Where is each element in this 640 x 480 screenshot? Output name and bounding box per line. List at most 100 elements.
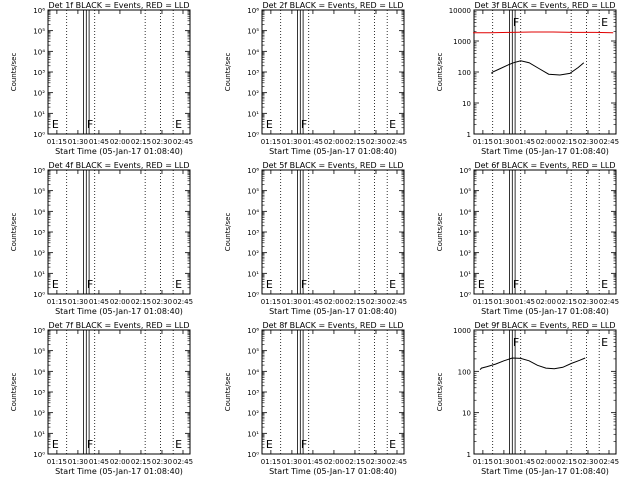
events-series-line	[479, 357, 586, 370]
y-tick-label: 10²	[247, 410, 259, 418]
x-tick-label: 01:45	[303, 458, 323, 466]
y-axis-label: Counts/sec	[224, 373, 232, 412]
x-axis-label: Start Time (05-Jan-17 01:08:40)	[269, 467, 397, 476]
x-tick-label: 01:45	[89, 138, 109, 146]
y-tick-label: 10⁰	[247, 291, 259, 299]
y-tick-label: 10³	[33, 229, 45, 237]
x-tick-label: 02:45	[387, 138, 407, 146]
event-marker-label: E	[601, 278, 608, 291]
x-tick-label: 02:00	[110, 298, 130, 306]
x-tick-label: 02:15	[131, 138, 151, 146]
y-tick-label: 10¹	[33, 270, 45, 278]
y-tick-label: 10⁶	[247, 167, 259, 175]
y-tick-label: 10¹	[33, 110, 45, 118]
y-tick-label: 10⁵	[33, 348, 45, 356]
y-tick-label: 10³	[247, 69, 259, 77]
x-tick-label: 01:45	[303, 298, 323, 306]
event-marker-label: E	[175, 438, 182, 451]
x-tick-label: 02:00	[110, 138, 130, 146]
event-marker-label: E	[266, 118, 273, 131]
y-axis-label: Counts/sec	[224, 53, 232, 92]
panel-title: Det 2f BLACK = Events, RED = LLD	[262, 1, 403, 10]
x-tick-label: 02:00	[110, 458, 130, 466]
x-tick-label: 02:30	[366, 138, 386, 146]
y-tick-label: 10⁶	[33, 327, 45, 335]
x-tick-label: 01:15	[473, 298, 493, 306]
y-tick-label: 100	[458, 69, 471, 77]
y-tick-label: 10⁵	[33, 28, 45, 36]
x-tick-label: 02:15	[131, 458, 151, 466]
y-tick-label: 10³	[247, 389, 259, 397]
event-marker-label: E	[266, 278, 273, 291]
detector-panel: Det 9f BLACK = Events, RED = LLD Counts/s…	[436, 321, 619, 476]
panel-title: Det 3f BLACK = Events, RED = LLD	[474, 1, 615, 10]
event-marker-label: F	[513, 336, 519, 349]
x-tick-label: 01:15	[473, 458, 493, 466]
y-tick-label: 10⁵	[247, 28, 259, 36]
x-tick-label: 02:15	[345, 138, 365, 146]
y-tick-label: 10⁴	[459, 208, 471, 216]
y-axis-label: Counts/sec	[10, 373, 18, 412]
x-tick-label: 02:15	[557, 458, 577, 466]
y-tick-label: 10	[462, 100, 471, 108]
x-tick-label: 01:30	[282, 298, 302, 306]
y-tick-label: 10⁵	[459, 188, 471, 196]
y-tick-label: 10⁶	[33, 167, 45, 175]
y-tick-label: 1000	[453, 327, 471, 335]
x-axis-label: Start Time (05-Jan-17 01:08:40)	[55, 467, 183, 476]
y-tick-label: 10¹	[247, 270, 259, 278]
panel-title: Det 6f BLACK = Events, RED = LLD	[474, 161, 615, 170]
y-tick-label: 10⁶	[459, 167, 471, 175]
detector-panel: Det 4f BLACK = Events, RED = LLD Counts/s…	[10, 161, 193, 316]
y-tick-label: 10⁵	[33, 188, 45, 196]
event-marker-label: E	[175, 278, 182, 291]
y-axis-label: Counts/sec	[436, 213, 444, 252]
x-tick-label: 02:45	[173, 458, 193, 466]
detector-panel: Det 7f BLACK = Events, RED = LLD Counts/s…	[10, 321, 193, 476]
x-tick-label: 02:15	[131, 298, 151, 306]
y-tick-label: 10⁵	[247, 348, 259, 356]
x-tick-label: 02:15	[345, 458, 365, 466]
x-tick-label: 01:45	[515, 138, 535, 146]
y-tick-label: 10¹	[247, 110, 259, 118]
plot-frame	[261, 329, 405, 455]
x-tick-label: 02:45	[599, 138, 619, 146]
x-tick-label: 02:45	[387, 458, 407, 466]
event-marker-label: F	[301, 118, 307, 131]
y-tick-label: 10⁴	[33, 48, 45, 56]
x-tick-label: 01:30	[494, 458, 514, 466]
x-axis-label: Start Time (05-Jan-17 01:08:40)	[269, 307, 397, 316]
x-tick-label: 02:30	[152, 458, 172, 466]
y-tick-label: 10000	[449, 7, 471, 15]
event-marker-label: E	[52, 278, 59, 291]
y-tick-label: 10⁶	[33, 7, 45, 15]
x-tick-label: 02:30	[366, 298, 386, 306]
y-tick-label: 10¹	[33, 430, 45, 438]
y-tick-label: 10⁰	[247, 451, 259, 459]
event-marker-label: F	[87, 438, 93, 451]
event-marker-label: F	[513, 16, 519, 29]
y-tick-label: 10³	[247, 229, 259, 237]
x-tick-label: 02:00	[536, 298, 556, 306]
event-marker-label: E	[175, 118, 182, 131]
panel-title: Det 9f BLACK = Events, RED = LLD	[474, 321, 615, 330]
detector-panel: Det 3f BLACK = Events, RED = LLD Counts/s…	[436, 1, 619, 156]
y-tick-label: 10³	[33, 69, 45, 77]
x-tick-label: 01:30	[68, 458, 88, 466]
panel-title: Det 5f BLACK = Events, RED = LLD	[262, 161, 403, 170]
y-tick-label: 10¹	[247, 430, 259, 438]
plot-frame	[261, 9, 405, 135]
y-tick-label: 10³	[33, 389, 45, 397]
x-tick-label: 02:45	[387, 298, 407, 306]
y-tick-label: 10⁰	[459, 291, 471, 299]
x-tick-label: 02:30	[578, 138, 598, 146]
x-tick-label: 01:30	[68, 138, 88, 146]
event-marker-label: F	[301, 278, 307, 291]
y-tick-label: 10⁰	[33, 131, 45, 139]
event-marker-label: F	[301, 438, 307, 451]
x-axis-label: Start Time (05-Jan-17 01:08:40)	[481, 147, 609, 156]
event-marker-label: F	[87, 118, 93, 131]
plot-frame	[261, 169, 405, 295]
detector-panel: Det 8f BLACK = Events, RED = LLD Counts/s…	[224, 321, 407, 476]
